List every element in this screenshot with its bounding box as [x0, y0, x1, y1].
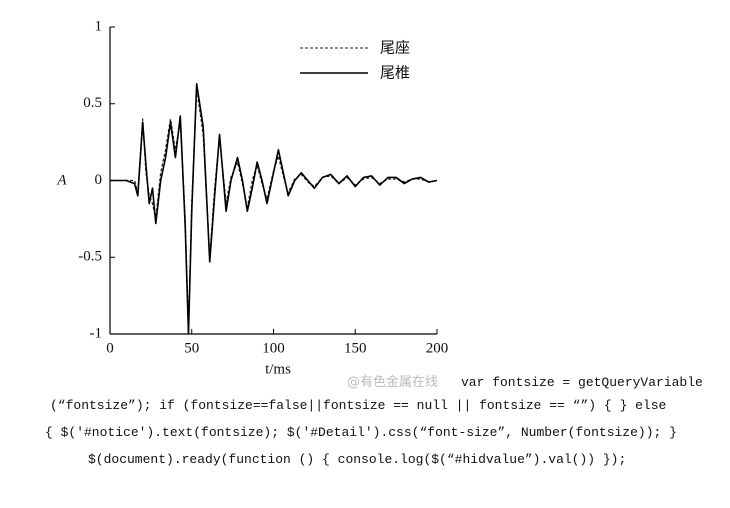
- x-axis-label: t/ms: [265, 361, 291, 377]
- y-tick-label: -1: [90, 325, 103, 341]
- y-tick-label: 1: [95, 18, 103, 34]
- series-line: [110, 87, 438, 332]
- watermark: @有色金属在线: [347, 375, 439, 390]
- legend-label: 尾椎: [380, 64, 410, 82]
- x-tick-label: 150: [344, 340, 367, 356]
- x-tick-label: 100: [262, 340, 285, 356]
- code-line: $(document).ready(function () { console.…: [88, 452, 627, 467]
- x-tick-label: 50: [184, 340, 199, 356]
- code-line: var fontsize = getQueryVariable: [461, 375, 703, 390]
- series-line: [110, 83, 438, 335]
- x-tick-label: 0: [106, 340, 114, 356]
- code-line: { $('#notice').text(fontsize); $('#Detai…: [45, 425, 677, 440]
- y-tick-label: -0.5: [78, 249, 102, 265]
- y-axis-label: A: [56, 172, 67, 188]
- legend-label: 尾座: [380, 39, 410, 57]
- y-tick-label: 0.5: [83, 95, 102, 111]
- code-line: (“fontsize”); if (fontsize==false||fonts…: [50, 398, 667, 413]
- y-tick-label: 0: [95, 172, 103, 188]
- x-tick-label: 200: [426, 340, 449, 356]
